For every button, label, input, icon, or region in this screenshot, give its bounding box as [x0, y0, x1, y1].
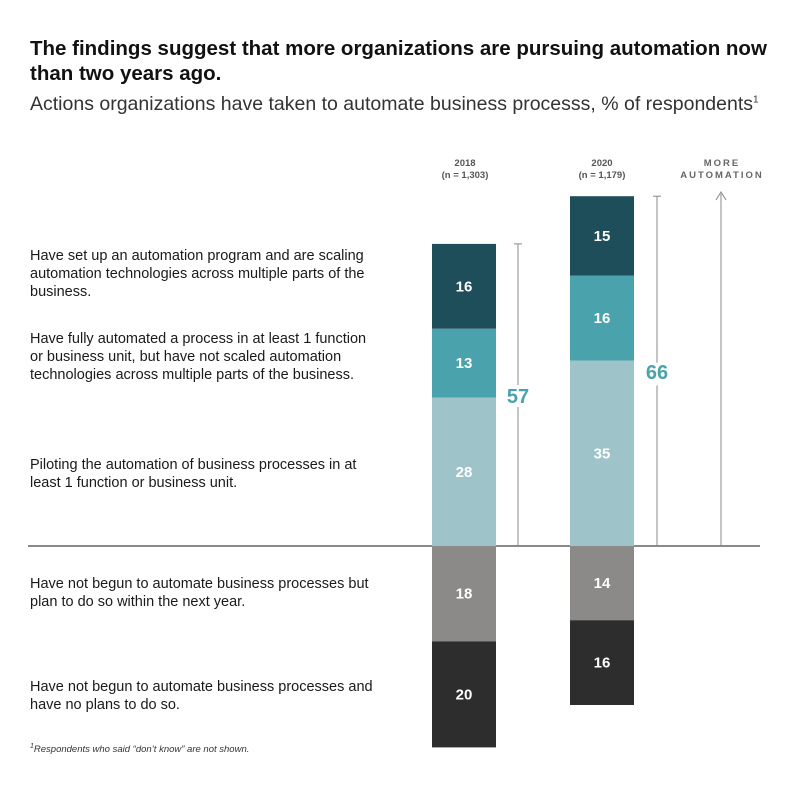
bar-segment-piloting-2018	[432, 397, 496, 546]
row-label-no-plans: Have not begun to automate business proc…	[30, 679, 373, 713]
column-year-2020: 2020	[591, 158, 613, 169]
footnote-text: Respondents who said “don’t know” are no…	[33, 744, 250, 756]
subtitle-text: Actions organizations have taken to auto…	[30, 93, 754, 115]
column-sample-2018: (n = 1,303)	[441, 170, 489, 181]
bar-value-label-fully-automated-2018: 13	[456, 355, 473, 372]
footnote: 1Respondents who said “don’t know” are n…	[30, 743, 249, 755]
bar-segment-no-plans-2018	[432, 641, 496, 748]
more-automation-arrow-icon	[715, 191, 727, 201]
bar-value-label-plan-2018: 18	[456, 586, 473, 603]
column-sample-2020: (n = 1,179)	[578, 170, 626, 181]
bar-value-label-no-plans-2018: 20	[456, 686, 473, 703]
column-header-2020: 2020 (n = 1,179)	[557, 158, 647, 182]
bar-value-label-piloting-2018: 28	[456, 464, 473, 481]
bar-segment-no-plans-2020	[570, 620, 634, 705]
footnote-mark: 1	[30, 743, 34, 750]
column-header-2018: 2018 (n = 1,303)	[420, 158, 510, 182]
bar-segment-piloting-2020	[570, 360, 634, 546]
column-year-2018: 2018	[454, 158, 476, 169]
more-automation-label: MORE AUTOMATION	[680, 158, 764, 181]
bar-segment-fully-automated-2020	[570, 275, 634, 361]
total-label-2020: 66	[646, 362, 668, 384]
chart-title: The findings suggest that more organizat…	[30, 37, 767, 85]
bar-segment-plan-2020	[570, 546, 634, 621]
bar-value-label-scaling-2020: 15	[594, 228, 611, 245]
bar-segment-fully-automated-2018	[432, 328, 496, 398]
total-label-2018: 57	[507, 386, 529, 408]
row-label-scaling: Have set up an automation program and ar…	[30, 248, 365, 300]
bar-value-label-no-plans-2020: 16	[594, 655, 611, 672]
bar-value-label-piloting-2020: 35	[594, 445, 611, 462]
row-label-piloting: Piloting the automation of business proc…	[30, 457, 357, 491]
row-label-plan: Have not begun to automate business proc…	[30, 576, 369, 610]
bar-value-label-scaling-2018: 16	[456, 278, 473, 295]
row-label-fully-automated: Have fully automated a process in at lea…	[30, 331, 367, 383]
chart-subtitle: Actions organizations have taken to auto…	[30, 92, 790, 116]
bar-segment-plan-2018	[432, 546, 496, 642]
subtitle-footnote-mark: 1	[753, 94, 759, 106]
bar-segment-scaling-2020	[570, 196, 634, 276]
bar-value-label-plan-2020: 14	[594, 575, 611, 592]
bar-value-label-fully-automated-2020: 16	[594, 310, 611, 327]
bar-segment-scaling-2018	[432, 243, 496, 329]
